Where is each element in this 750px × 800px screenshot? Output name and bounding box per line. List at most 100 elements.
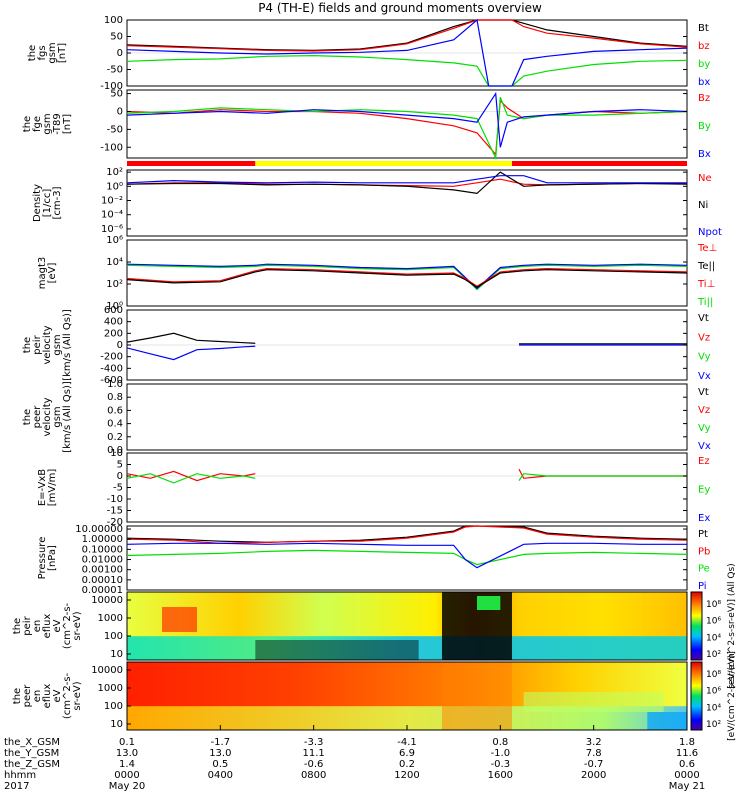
y-axis-label: [km/s (All Qs)] [62, 309, 73, 381]
y-axis-label: velocity [42, 325, 53, 364]
y-axis-label: -T89 [52, 113, 63, 135]
y-tick-label: 10⁰ [106, 181, 123, 192]
y-axis-label: the [12, 688, 23, 704]
legend-entry: Ti⊥ [697, 279, 715, 290]
y-tick-label: 10⁻⁶ [101, 224, 123, 235]
panel-frame [126, 591, 688, 661]
y-tick-label: 10000 [91, 595, 123, 606]
y-tick-label: 1.0 [107, 379, 123, 390]
legend-entry: Vy [698, 423, 711, 434]
series-line-pt [126, 525, 688, 543]
x-tick-label: 13.0 [116, 748, 138, 759]
x-axis-row-label: the_X_GSM [4, 737, 60, 748]
x-tick-label: 7.8 [586, 748, 602, 759]
series-line-npot [126, 175, 687, 184]
panel-frame [126, 169, 688, 237]
heatmap-feature [477, 596, 501, 610]
x-tick-label: 0.5 [212, 759, 228, 770]
y-axis-label: en [32, 620, 43, 633]
y-tick-label: 10 [110, 649, 123, 660]
y-tick-label: 10 [110, 719, 123, 730]
x-tick-label: 0000 [114, 770, 139, 781]
x-tick-label: 1600 [488, 770, 513, 781]
y-tick-label: -100 [100, 81, 123, 92]
legend-entry: Pb [698, 546, 710, 557]
y-axis-label: eflux [42, 614, 53, 639]
series-line-ni [126, 171, 688, 195]
panel-frame [126, 239, 688, 307]
y-axis-label: (cm^2-s- [62, 672, 73, 719]
fgs-panel [126, 18, 688, 87]
status-bar-segment [255, 161, 513, 166]
y-tick-label: 10.00000 [75, 524, 123, 535]
peer_velocity-panel [126, 383, 688, 451]
heatmap-low-energy [127, 706, 687, 730]
series-line-vt [126, 332, 256, 344]
legend-entry: Ez [698, 456, 710, 467]
x-tick-label: -1.0 [491, 748, 511, 759]
y-axis-label: magt3 [37, 257, 48, 290]
y-tick-label: -50 [107, 124, 123, 135]
y-axis-label: Pressure [37, 537, 48, 580]
colorbar-tick-label: 10⁸ [706, 670, 721, 680]
x-axis-row-label: the_Y_GSM [4, 748, 59, 759]
legend-entry: bx [698, 77, 710, 88]
y-axis-label: peer [32, 405, 43, 429]
y-axis-label: the [22, 409, 33, 425]
peer_eflux-panel [126, 661, 703, 731]
status-bar-segment [127, 161, 256, 166]
legend-entry: Ey [698, 485, 710, 496]
y-tick-label: 100 [104, 701, 123, 712]
y-tick-label: 10² [106, 167, 123, 178]
y-axis-label: gsm [52, 406, 63, 427]
y-tick-label: 0.8 [107, 392, 123, 403]
legend-entry: Ni [698, 200, 708, 211]
heatmap-low-energy [127, 636, 687, 660]
year-label: 2017 [4, 781, 29, 792]
y-axis-label: the [27, 45, 38, 61]
y-axis-label: [1/cc] [42, 189, 53, 218]
y-axis-label: (cm^2-s- [62, 602, 73, 649]
heatmap-noise-region [255, 640, 419, 660]
y-tick-label: 0.2 [107, 432, 123, 443]
legend-entry: Te|| [697, 261, 715, 272]
y-axis-label: sr-eV) [72, 611, 83, 640]
y-tick-label: 50 [110, 32, 123, 43]
y-tick-label: 0.4 [107, 419, 123, 430]
series-line-pi [126, 542, 687, 569]
x-tick-label: -0.6 [304, 759, 324, 770]
legend-entry: Vz [698, 332, 710, 343]
y-axis-label: E=-VxB [37, 469, 48, 506]
series-line-ez [518, 468, 687, 479]
y-tick-label: 0.00100 [82, 565, 123, 576]
y-tick-label: 10 [110, 448, 123, 459]
series-line-bx [126, 91, 688, 148]
legend-entry: Vt [698, 313, 709, 324]
y-axis-label: eV [52, 689, 63, 702]
y-tick-label: -20 [107, 517, 123, 528]
y-axis-label: the [22, 337, 33, 353]
y-tick-label: 0.10000 [82, 544, 123, 555]
y-tick-label: 600 [104, 305, 123, 316]
y-tick-label: 10⁰ [106, 301, 123, 312]
x-tick-label: 0000 [674, 770, 699, 781]
x-tick-label: -3.3 [304, 737, 324, 748]
y-tick-label: -15 [107, 506, 123, 517]
series-line-te|| [126, 269, 688, 289]
legend-entry: Vy [698, 352, 711, 363]
colorbar [690, 661, 703, 731]
peir_eflux-panel [126, 591, 703, 661]
y-tick-label: 10000 [91, 665, 123, 676]
legend-entry: Npot [698, 227, 722, 238]
y-tick-label: 0 [117, 48, 123, 59]
legend-entry: Pt [698, 529, 708, 540]
x-tick-label: 0.1 [119, 737, 135, 748]
y-axis-label: [cm-3] [52, 186, 63, 219]
x-tick-label: 11.1 [303, 748, 325, 759]
y-tick-label: 0.00010 [82, 575, 123, 586]
y-axis-label: gsm [52, 334, 63, 355]
series-line-ey [126, 473, 256, 484]
series-line-pb [126, 525, 688, 544]
y-axis-label: [nT] [62, 114, 73, 134]
